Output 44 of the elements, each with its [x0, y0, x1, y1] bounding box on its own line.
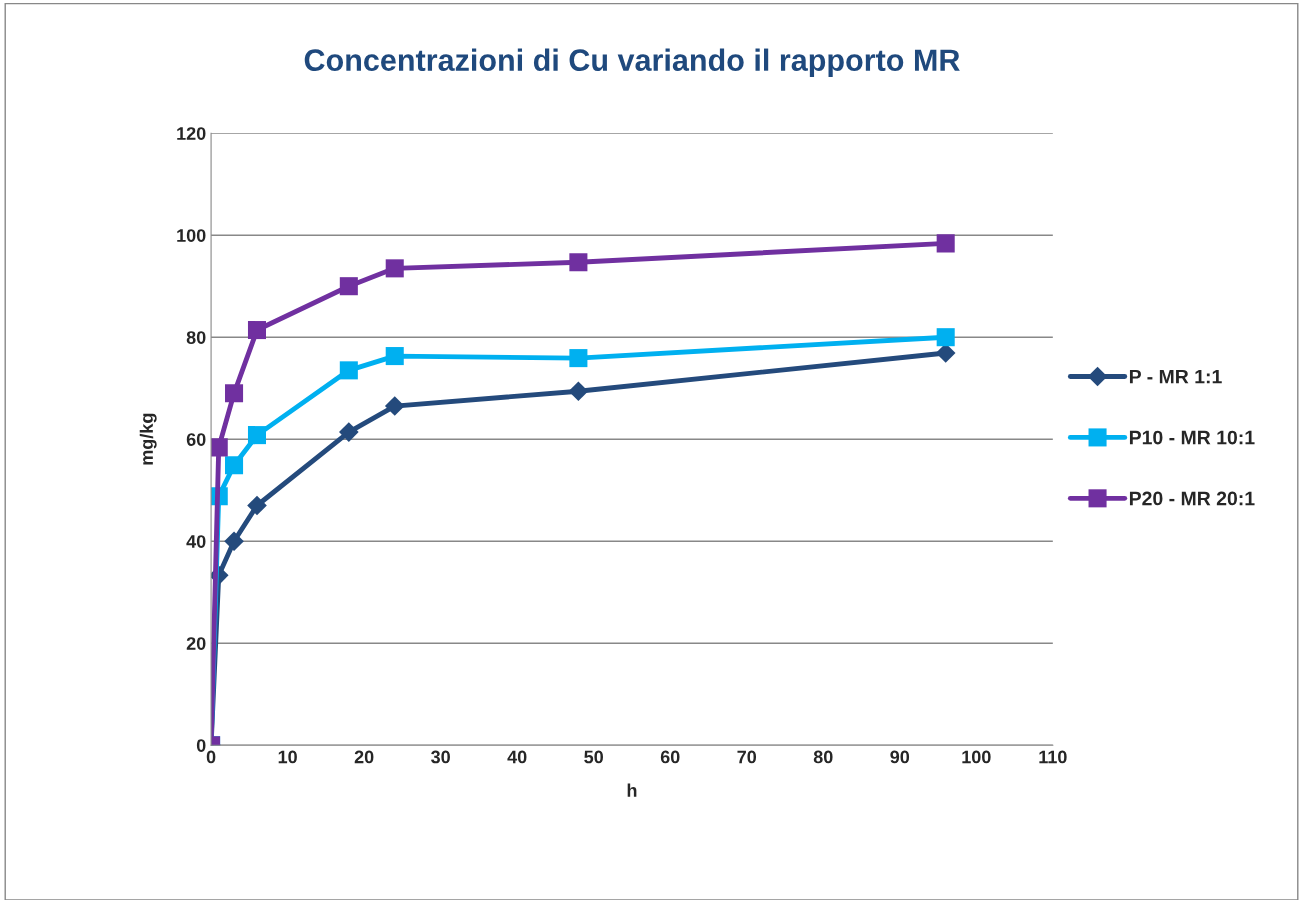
x-tick-label: 30	[431, 750, 450, 764]
legend-label: P20 - MR 20:1	[1129, 491, 1255, 506]
point	[247, 321, 267, 340]
point	[384, 396, 405, 416]
y-tick-label: 120	[177, 127, 206, 140]
y-tick-label: 0	[196, 739, 206, 752]
point	[568, 381, 589, 402]
y-tick-label: 60	[186, 433, 206, 446]
y-tick-label: 80	[186, 331, 206, 344]
point	[211, 438, 228, 457]
point	[247, 426, 267, 445]
y-axis-title: mg/kg	[139, 413, 157, 465]
point	[569, 253, 588, 272]
x-tick-label: 0	[206, 750, 216, 764]
x-tick-label: 70	[737, 750, 757, 764]
point	[385, 259, 404, 278]
point	[224, 531, 244, 552]
x-tick-label: 100	[962, 750, 991, 764]
x-tick-label: 40	[507, 750, 527, 764]
point	[225, 456, 244, 475]
point	[935, 343, 956, 363]
point	[385, 347, 404, 366]
y-tick-label: 100	[177, 229, 206, 242]
x-axis-title: h	[627, 783, 637, 797]
x-tick-label: 90	[890, 750, 910, 764]
x-tick-label: 50	[584, 750, 603, 764]
x-tick-label: 20	[354, 750, 374, 764]
point	[936, 328, 955, 347]
point	[936, 234, 955, 253]
point	[339, 361, 358, 380]
x-tick-label: 110	[1039, 750, 1067, 764]
y-tick-label: 40	[186, 535, 206, 548]
y-tick-label: 20	[186, 637, 206, 650]
point	[225, 384, 244, 403]
point	[339, 277, 358, 296]
chart-title: Concentrazioni di Cu variando il rapporto MR	[304, 48, 960, 78]
x-tick-label: 10	[278, 750, 297, 764]
x-tick-label: 80	[813, 750, 833, 764]
point	[569, 349, 588, 368]
point	[339, 422, 359, 442]
legend-label: P - MR 1:1	[1129, 369, 1222, 384]
legend-label: P10 - MR 10:1	[1129, 430, 1255, 445]
point	[247, 495, 267, 516]
x-tick-label: 60	[660, 750, 680, 764]
